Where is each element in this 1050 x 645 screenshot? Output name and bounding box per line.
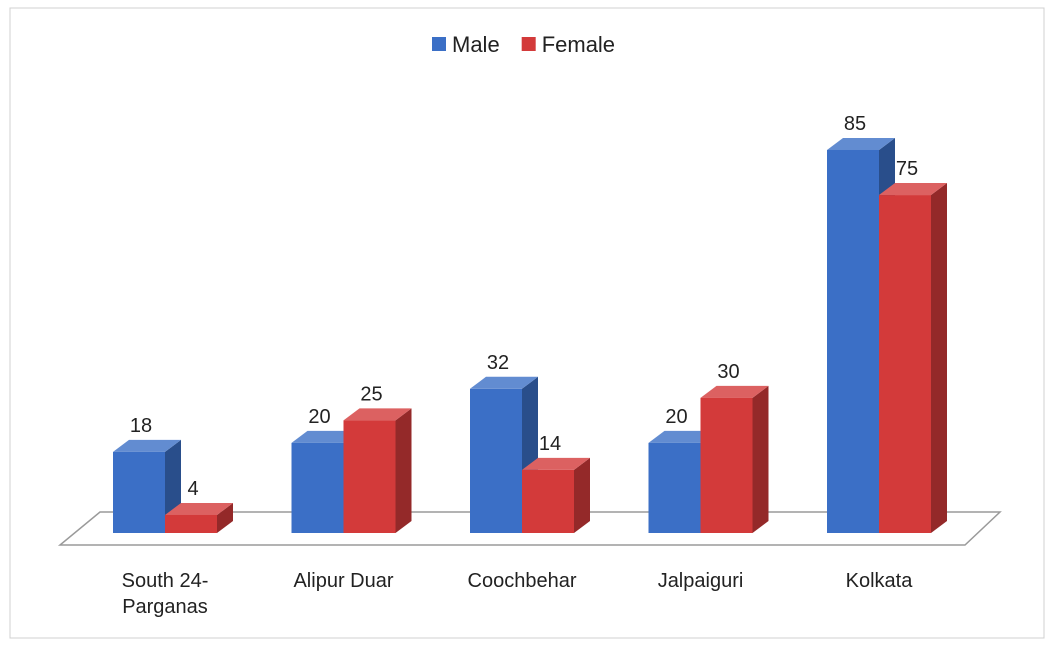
bar	[165, 514, 217, 533]
legend-label: Male	[452, 32, 500, 57]
data-label: 85	[844, 113, 866, 135]
bar-top	[700, 385, 769, 398]
data-label: 30	[717, 361, 739, 383]
bar	[700, 397, 753, 533]
x-tick-label: Alipur Duar	[293, 570, 394, 592]
x-tick-label: Kolkata	[845, 570, 913, 592]
bar	[291, 442, 344, 533]
bar	[343, 420, 396, 533]
x-tick-label: South 24-Parganas	[121, 570, 209, 618]
bar-top	[165, 502, 233, 515]
bar	[827, 150, 879, 533]
bar-top	[827, 138, 895, 150]
data-label: 18	[130, 415, 152, 437]
data-label: 32	[487, 352, 509, 374]
bar-top	[470, 376, 538, 389]
bar	[879, 195, 931, 533]
bar-top	[522, 457, 590, 470]
legend-swatch	[432, 37, 446, 51]
legend-label: Female	[542, 32, 615, 57]
data-label: 14	[539, 433, 561, 455]
bar-side	[217, 502, 233, 533]
bar	[522, 469, 574, 533]
bar	[648, 442, 701, 533]
bar-side	[395, 408, 412, 533]
bar	[113, 451, 165, 533]
bar-side	[574, 457, 590, 533]
legend-swatch	[521, 37, 536, 51]
data-label: 20	[308, 406, 330, 428]
x-tick-label: Coochbehar	[467, 570, 577, 592]
bar-side	[931, 183, 947, 533]
data-label: 20	[665, 406, 687, 428]
bar	[470, 388, 522, 533]
bar-top	[648, 430, 717, 443]
bar-top	[113, 439, 181, 452]
data-label: 25	[360, 383, 382, 405]
bar-side	[752, 385, 769, 533]
data-label: 75	[896, 158, 918, 180]
bar-top	[291, 430, 360, 443]
bar-top	[879, 183, 947, 196]
x-tick-label: Jalpaiguri	[657, 570, 744, 592]
bar-top	[343, 408, 412, 421]
data-label: 4	[187, 478, 198, 500]
